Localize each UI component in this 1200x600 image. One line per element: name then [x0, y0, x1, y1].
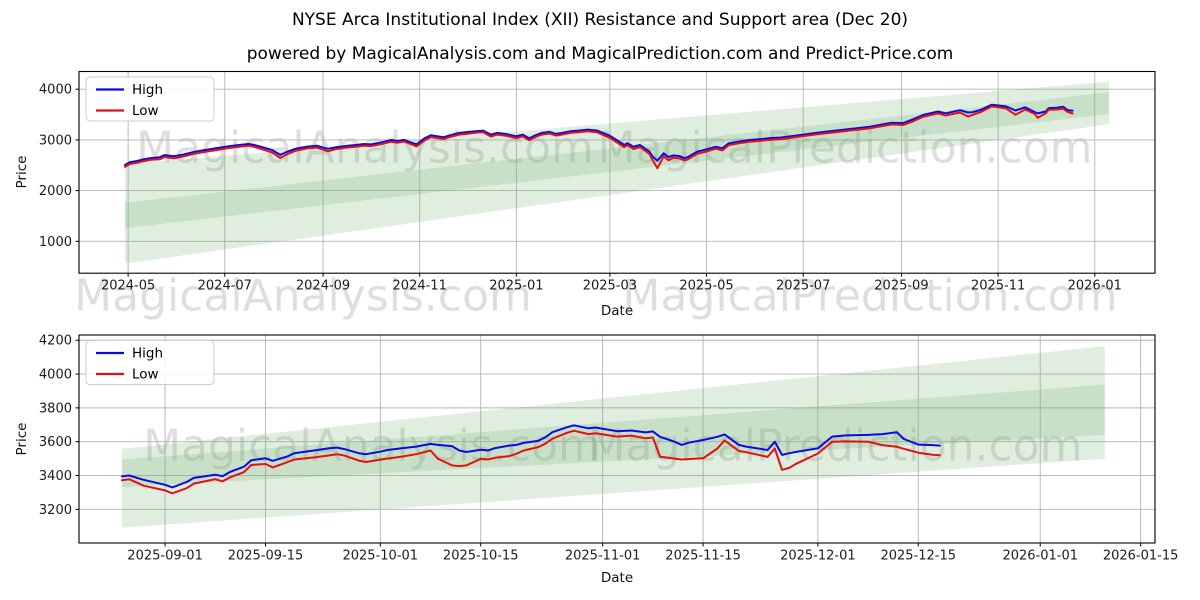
x-tick-label: 2025-01	[489, 279, 543, 294]
resistance-band	[124, 81, 1110, 229]
y-tick-label: 1000	[39, 235, 72, 250]
x-tick-label: 2025-09	[874, 279, 928, 294]
page-title: NYSE Arca Institutional Index (XII) Resi…	[291, 10, 909, 30]
x-tick-label: 2025-07	[776, 279, 830, 294]
y-tick-label: 2000	[39, 184, 72, 199]
plot-border	[78, 334, 1156, 544]
low-line	[121, 429, 941, 495]
y-tick-label: 3200	[39, 503, 72, 518]
x-tick-label: 2024-09	[296, 279, 350, 294]
x-tick-label: 2024-11	[393, 279, 447, 294]
legend-label-high: High	[132, 82, 163, 98]
y-tick-label: 3800	[39, 401, 72, 416]
plot-border	[78, 70, 1156, 274]
y-tick-label: 3000	[39, 133, 72, 148]
high-line	[121, 424, 941, 489]
x-tick-label: 2025-11-01	[565, 549, 641, 564]
legend-label-low: Low	[132, 103, 159, 119]
x-tick-label: 2026-01	[1068, 279, 1122, 294]
x-tick-label: 2025-11	[971, 279, 1025, 294]
y-tick-label: 3400	[39, 469, 72, 484]
x-tick-label: 2025-09-15	[228, 549, 304, 564]
watermark-analysis-bottom: MagicalAnalysis.com	[143, 420, 601, 472]
y-tick-label: 4000	[39, 368, 72, 383]
page-subtitle: powered by MagicalAnalysis.com and Magic…	[246, 44, 954, 64]
x-tick-label: 2025-12-01	[780, 549, 856, 564]
resistance-band	[122, 346, 1105, 488]
x-tick-label: 2025-05	[679, 279, 733, 294]
legend: High Low	[85, 76, 215, 122]
price-chart-overview: 2024-05 2024-07 2024-09 2024-11 2025-01 2025-…	[39, 70, 1156, 294]
watermark-prediction-mid: MagicalPrediction.com	[622, 270, 1118, 322]
x-tick-label: 2024-05	[101, 279, 155, 294]
x-tick-label: 2025-09-01	[127, 549, 203, 564]
x-axis-label-top: Date	[600, 303, 634, 319]
legend-label-high: High	[132, 346, 163, 362]
high-line	[124, 103, 1074, 166]
support-band	[124, 92, 1110, 264]
legend: High Low	[85, 340, 215, 385]
x-axis-label-bottom: Date	[600, 570, 634, 586]
x-tick-label: 2026-01-01	[1002, 549, 1078, 564]
x-tick-label: 2026-01-15	[1103, 549, 1179, 564]
price-chart-recent-detail: 2025-09-01 2025-09-15 2025-10-01 2025-10-15…	[39, 334, 1179, 564]
low-line	[124, 105, 1074, 170]
y-tick-label: 4000	[39, 83, 72, 98]
x-tick-label: 2024-07	[198, 279, 252, 294]
watermark-prediction-bottom: MagicalPrediction.com	[587, 420, 1083, 472]
support-band	[122, 384, 1105, 528]
x-tick-label: 2025-10-01	[342, 549, 418, 564]
x-tick-label: 2025-11-15	[665, 549, 741, 564]
y-axis-label-bottom: Price	[14, 422, 30, 456]
legend-label-low: Low	[132, 367, 159, 383]
y-tick-label: 4200	[39, 334, 72, 349]
watermark-analysis-mid: MagicalAnalysis.com	[74, 270, 532, 322]
x-tick-label: 2025-03	[583, 279, 637, 294]
y-axis-label-top: Price	[14, 155, 30, 189]
y-tick-label: 3600	[39, 435, 72, 450]
x-tick-label: 2025-10-15	[443, 549, 519, 564]
x-tick-label: 2025-12-15	[880, 549, 956, 564]
